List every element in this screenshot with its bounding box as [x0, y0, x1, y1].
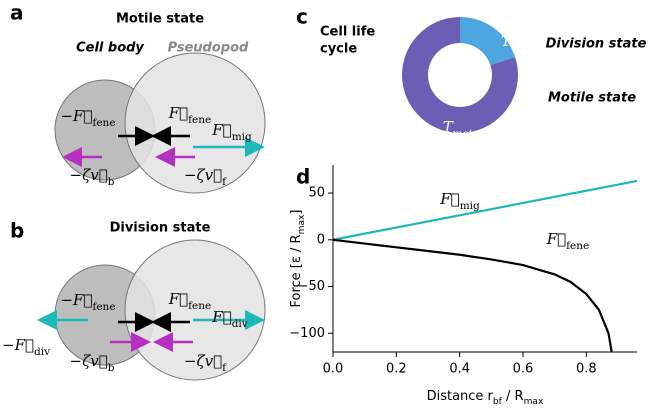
panel-letter: c [296, 5, 308, 29]
label-part: ] [289, 210, 304, 215]
line [333, 181, 637, 240]
label-part: mot [453, 128, 474, 140]
x-tick-label: 0.0 [323, 362, 344, 377]
label-part: mig [232, 131, 252, 143]
x-tick-label: 0.8 [576, 362, 597, 377]
label-part: Force [ε / R [289, 234, 304, 307]
legend-label: Motile state [548, 91, 636, 106]
label-part: max [524, 397, 544, 407]
label-part: −ζv⃗ [70, 166, 108, 184]
x-tick-label: 0.4 [449, 362, 470, 377]
label-part: fene [188, 114, 211, 126]
series-label: F⃗mig [439, 190, 480, 212]
legend-label: Division state [546, 37, 647, 52]
y-tick-label: −100 [289, 326, 325, 341]
panel-letter: b [10, 219, 24, 243]
label-part: F⃗ [168, 104, 188, 122]
label-part: fene [92, 117, 115, 129]
label-part: max [297, 214, 307, 234]
series-label: F⃗fene [546, 230, 590, 252]
label-part: b [108, 362, 115, 374]
y-tick-label: 0 [317, 232, 325, 247]
panel-letter: a [10, 1, 24, 25]
label-part: mig [460, 200, 480, 212]
y-tick-label: 50 [308, 186, 325, 201]
label-part: fene [566, 240, 589, 252]
label-part: −ζv⃗ [70, 352, 108, 370]
label-part: div [34, 346, 50, 358]
label-part: −ζv⃗ [184, 352, 222, 370]
force-label: −F⃗div [2, 336, 50, 358]
pseudopod-label: Pseudopod [168, 41, 249, 56]
label-part: F⃗ [168, 290, 188, 308]
label-part: / R [502, 389, 524, 404]
label-part: −F⃗ [2, 336, 34, 354]
label-part: div [511, 42, 527, 54]
panel-title: Motile state [116, 12, 204, 27]
label-part: F⃗ [439, 190, 459, 208]
label-part: F⃗ [546, 230, 566, 248]
x-tick-label: 0.6 [513, 362, 534, 377]
label-part: fene [188, 300, 211, 312]
label-part: −ζv⃗ [184, 166, 222, 184]
x-axis-label: Distance rbf / Rmax [427, 389, 544, 407]
x-tick-label: 0.2 [386, 362, 407, 377]
label-part: F⃗ [211, 121, 231, 139]
panel-title: Division state [110, 221, 211, 236]
chart-title: cycle [320, 42, 357, 57]
label-part: −F⃗ [60, 107, 92, 125]
chart-title: Cell life [320, 25, 375, 40]
label-part: fene [92, 301, 115, 313]
label-part: F⃗ [211, 308, 231, 326]
label-part: div [232, 318, 248, 330]
label-part: Distance r [427, 389, 494, 404]
figure: a Motile state Cell body Pseudopod b Div… [0, 0, 653, 410]
label-part: −F⃗ [60, 291, 92, 309]
line [333, 240, 612, 352]
cell-body-label: Cell body [76, 41, 144, 56]
label-part: b [108, 176, 115, 188]
